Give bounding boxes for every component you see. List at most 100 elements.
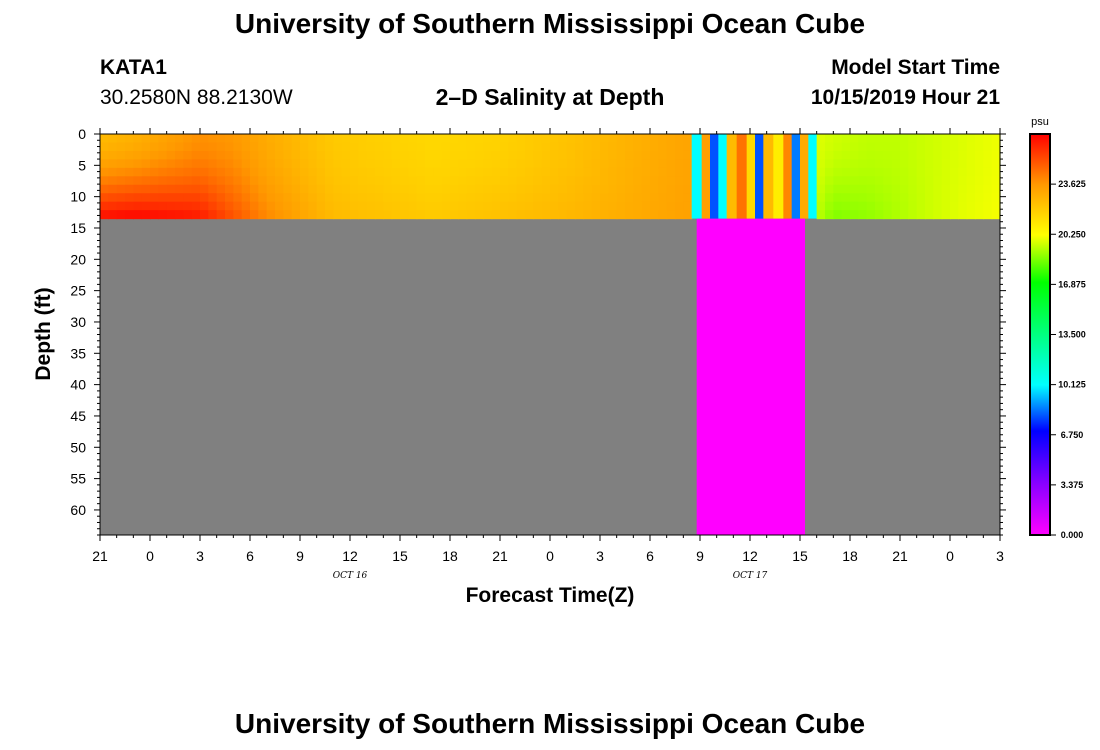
salinity-cell: [941, 184, 951, 194]
salinity-cell: [950, 134, 959, 144]
salinity-cell: [866, 167, 876, 177]
salinity-cell: [466, 159, 476, 169]
salinity-cell: [500, 142, 509, 152]
salinity-cell: [516, 134, 526, 144]
salinity-cell: [375, 167, 384, 177]
salinity-cell: [925, 210, 934, 220]
salinity-cell: [175, 167, 184, 177]
salinity-cell: [533, 142, 543, 152]
colorbar-tick-label: 20.250: [1058, 229, 1086, 239]
salinity-cell: [825, 150, 834, 160]
salinity-cell: [266, 193, 276, 203]
salinity-cell: [108, 159, 118, 169]
salinity-cell: [833, 176, 843, 186]
salinity-cell: [666, 134, 676, 144]
salinity-cell: [216, 184, 226, 194]
salinity-cell: [958, 201, 968, 211]
x-tick-label: 18: [442, 548, 458, 564]
salinity-cell: [100, 193, 109, 203]
salinity-cell: [850, 142, 859, 152]
salinity-cell: [250, 142, 259, 152]
salinity-cell: [566, 201, 576, 211]
salinity-cell: [150, 142, 159, 152]
salinity-cell: [416, 150, 426, 160]
salinity-cell: [400, 159, 409, 169]
salinity-cell: [283, 142, 293, 152]
salinity-cell: [891, 210, 901, 220]
salinity-cell: [591, 134, 601, 144]
salinity-cell: [516, 142, 526, 152]
salinity-cell: [916, 210, 926, 220]
salinity-cell: [408, 210, 418, 220]
salinity-cell: [500, 193, 509, 203]
salinity-cell: [166, 210, 176, 220]
salinity-cell: [891, 150, 901, 160]
salinity-cell: [216, 134, 226, 144]
salinity-cell: [508, 184, 518, 194]
salinity-cell: [366, 193, 376, 203]
salinity-cell: [558, 176, 568, 186]
salinity-cell: [641, 201, 651, 211]
salinity-cell: [225, 167, 234, 177]
salinity-cell: [558, 193, 568, 203]
salinity-cell: [191, 176, 201, 186]
salinity-cell: [558, 210, 568, 220]
salinity-cell: [525, 134, 534, 144]
salinity-cell: [566, 150, 576, 160]
y-tick-label: 30: [70, 314, 86, 330]
salinity-cell: [375, 142, 384, 152]
salinity-cell: [658, 210, 668, 220]
salinity-cell: [608, 201, 618, 211]
salinity-cell: [108, 134, 118, 144]
salinity-cell: [283, 134, 293, 144]
salinity-cell: [816, 210, 826, 220]
salinity-cell: [191, 134, 201, 144]
salinity-cell: [875, 142, 884, 152]
salinity-cell: [900, 210, 909, 220]
salinity-cell: [866, 134, 876, 144]
salinity-cell: [116, 142, 126, 152]
salinity-cell: [475, 167, 484, 177]
salinity-cell: [441, 159, 451, 169]
salinity-cell: [275, 150, 284, 160]
salinity-cell: [933, 159, 943, 169]
salinity-cell: [300, 150, 309, 160]
salinity-cell: [308, 142, 318, 152]
salinity-cell: [625, 134, 634, 144]
x-tick-label: 6: [646, 548, 654, 564]
salinity-cell: [933, 150, 943, 160]
salinity-cell: [666, 142, 676, 152]
salinity-cell: [416, 176, 426, 186]
salinity-cell: [158, 201, 168, 211]
salinity-stripe: [763, 134, 774, 219]
salinity-cell: [125, 142, 134, 152]
salinity-cell: [391, 150, 401, 160]
salinity-cell: [975, 142, 984, 152]
salinity-cell: [366, 176, 376, 186]
salinity-cell: [683, 184, 693, 194]
salinity-cell: [416, 210, 426, 220]
salinity-cell: [183, 210, 193, 220]
salinity-cell: [408, 176, 418, 186]
salinity-cell: [441, 134, 451, 144]
salinity-cell: [250, 134, 259, 144]
salinity-cell: [633, 176, 643, 186]
salinity-cell: [983, 201, 993, 211]
salinity-cell: [333, 159, 343, 169]
x-tick-label: 21: [892, 548, 908, 564]
salinity-cell: [233, 159, 243, 169]
salinity-cell: [483, 201, 493, 211]
salinity-cell: [191, 142, 201, 152]
salinity-stripe: [736, 134, 748, 219]
salinity-cell: [991, 193, 1001, 203]
salinity-cell: [133, 201, 143, 211]
chart-subtitle: 2–D Salinity at Depth: [435, 84, 665, 110]
salinity-cell: [550, 150, 559, 160]
salinity-cell: [141, 159, 151, 169]
salinity-cell: [883, 201, 893, 211]
salinity-cell: [266, 150, 276, 160]
salinity-cell: [158, 193, 168, 203]
salinity-cell: [325, 210, 334, 220]
salinity-cell: [633, 201, 643, 211]
salinity-cell: [916, 201, 926, 211]
